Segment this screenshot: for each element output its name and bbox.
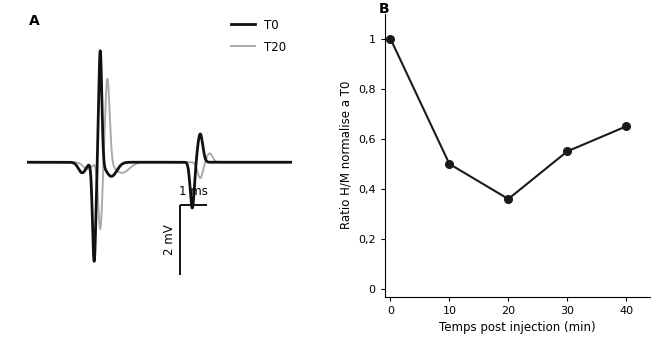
Text: B: B xyxy=(379,2,390,16)
Text: 1 ms: 1 ms xyxy=(179,185,208,198)
Y-axis label: Ratio H/M normalise a T0: Ratio H/M normalise a T0 xyxy=(339,81,352,229)
Text: 2 mV: 2 mV xyxy=(162,225,176,255)
Legend: T0, T20: T0, T20 xyxy=(227,14,291,59)
X-axis label: Temps post injection (min): Temps post injection (min) xyxy=(439,321,595,334)
Text: A: A xyxy=(29,14,40,28)
